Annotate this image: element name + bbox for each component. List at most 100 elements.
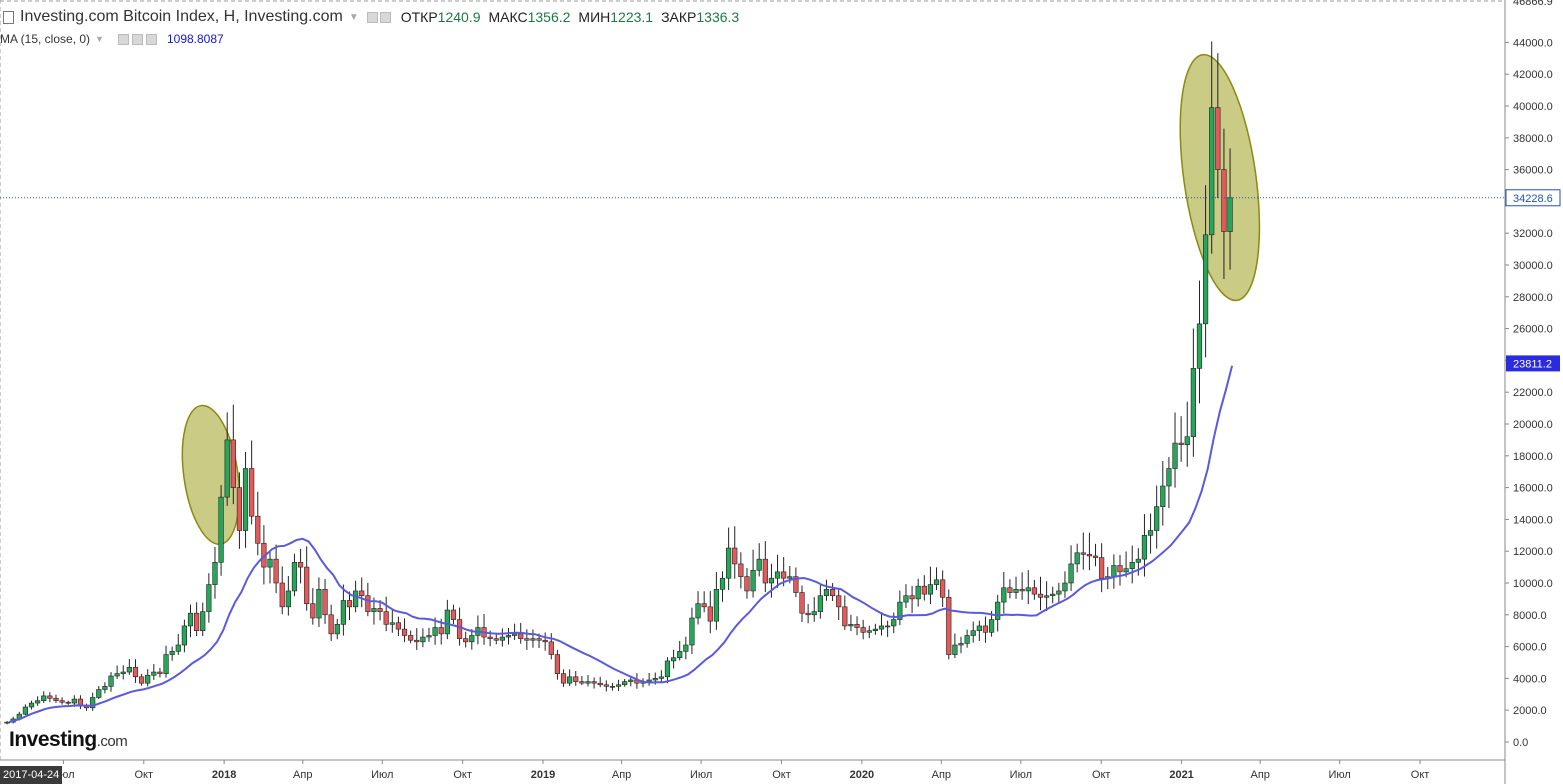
candle-body [224,439,230,498]
candle-body [218,496,224,563]
candle-body [976,625,982,631]
candle-body [359,590,365,597]
candle-body [1196,323,1203,369]
candle-body [518,633,524,639]
candle-body [450,609,457,620]
candle-body [768,577,775,584]
candle-body [157,671,163,674]
candle-body [59,700,65,703]
candle-body [408,635,414,641]
x-tick-label: 2019 [531,769,555,781]
candle-body [1215,107,1221,170]
collapse-toggle-icon[interactable] [3,10,14,24]
ma-chevron-down-icon[interactable]: ▼ [95,34,104,44]
candle-body [548,641,554,655]
candle-body [304,566,310,604]
x-tick-label: Окт [772,769,791,781]
candle-body [817,595,823,612]
candle-body [169,651,175,655]
investing-logo: Investing.com [9,728,128,752]
candle-body [414,639,420,643]
candle-body [426,635,432,638]
candle-body [909,595,915,600]
candle-body [1050,593,1056,597]
candle-body [1178,442,1184,445]
candle-body [187,612,194,627]
y-tick-label: 8000.0 [1513,610,1547,622]
x-tick-label: Июл [1329,769,1351,781]
candle-body [921,585,927,595]
settings-icon[interactable] [379,11,391,23]
candle-body [1141,534,1148,560]
x-tick-label: Апр [1250,769,1269,781]
candle-body [701,603,707,608]
eye-icon[interactable] [366,11,378,23]
candle-body [194,612,200,632]
candle-body [964,635,970,644]
candle-body [383,611,389,625]
ma-settings-icon[interactable] [131,33,143,45]
ma-eye-icon[interactable] [117,33,129,45]
candle-body [279,582,285,608]
candle-body [249,468,255,517]
x-tick-label: Окт [1411,769,1430,781]
ma-close-icon[interactable] [145,33,157,45]
candle-body [903,595,909,603]
candle-body [664,660,671,678]
candle-body [536,638,542,641]
candle-body [371,608,377,612]
logo-brand: Investing [9,728,97,751]
candle-body [1166,468,1172,487]
candle-body [316,589,322,619]
x-tick-label: 2021 [1169,769,1193,781]
candle-body [885,625,891,628]
candle-body [933,579,940,585]
candle-body [560,673,567,684]
candle-body [132,666,139,678]
candle-body [670,657,677,662]
candle-body [732,547,738,565]
candle-body [499,636,505,641]
candle-body [988,619,995,633]
candle-body [597,682,603,686]
candle-body [273,558,279,584]
y-tick-label: 40000.0 [1513,101,1553,113]
candle-body [1160,485,1166,507]
candle-body [744,576,750,592]
candle-body [291,562,298,592]
candle-body [995,601,1001,620]
candle-body [365,595,371,612]
candle-body [872,628,878,631]
candle-body [878,625,885,630]
candle-body [206,584,212,612]
candle-body [677,651,683,659]
candle-body [35,700,41,704]
candle-body [108,675,114,687]
candle-body [377,608,383,612]
y-tick-label: 28000.0 [1513,292,1553,304]
candle-body [689,617,695,646]
candle-body [389,622,395,625]
candle-body [811,611,817,616]
candle-body [1031,587,1037,595]
candle-body [1019,589,1025,592]
candle-body [438,627,444,635]
candle-body [1013,589,1019,593]
candle-body [891,619,897,627]
y-tick-label: 10000.0 [1513,578,1553,590]
close-value: 1336.3 [696,9,740,25]
candle-body [1111,565,1117,577]
y-tick-label: 32000.0 [1513,228,1553,240]
ma-value-tag-label: 23811.2 [1513,358,1552,370]
candle-body [90,697,96,709]
ma-label: MA (15, close, 0) [0,32,91,46]
y-tick-label: 4000.0 [1513,673,1547,685]
candle-body [469,635,475,643]
candle-body [854,624,860,628]
y-tick-label: 16000.0 [1513,483,1553,495]
candle-body [395,622,402,630]
candle-body [328,614,334,635]
chevron-down-icon[interactable]: ▼ [348,11,359,23]
x-tick-label: Апр [932,769,951,781]
